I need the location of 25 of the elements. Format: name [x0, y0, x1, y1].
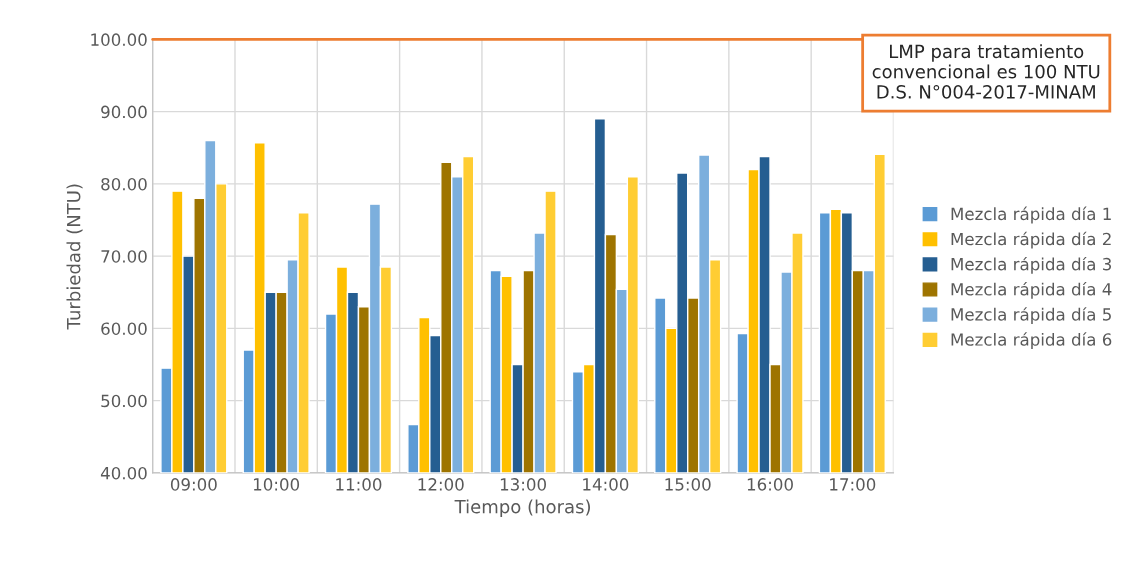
x-tick-label: 09:00	[170, 478, 217, 491]
y-tick-label: 80.00	[101, 177, 147, 191]
x-tick-label: 13:00	[500, 478, 546, 491]
x-tick-label: 14:00	[583, 478, 629, 491]
y-tick-label: 60.00	[101, 322, 147, 335]
y-tick-label: 70.00	[101, 250, 147, 263]
x-tick-label: 11:00	[336, 478, 382, 491]
y-axis-title: Turbiedad (NTU)	[66, 184, 83, 330]
y-tick-label: 40.00	[100, 466, 147, 480]
legend-label: Mezcla rápida día 1	[951, 206, 1111, 224]
x-tick-label: 12:00	[418, 478, 464, 491]
x-tick-label: 10:00	[253, 478, 300, 491]
legend-label: Mezcla rápida día 6	[951, 332, 1112, 350]
legend-label: Mezcla rápida día 5	[951, 307, 1111, 324]
y-tick-label: 50.00	[101, 394, 147, 408]
y-tick-label: 100.00	[91, 33, 147, 46]
y-tick-label: 90.00	[101, 105, 147, 119]
legend-label: Mezcla rápida día 2	[951, 231, 1111, 249]
legend-label: Mezcla rápida día 3	[951, 256, 1112, 274]
ref-line-label: LMP para tratamiento convencional es 100 NTU D.S. N°004-2017-MINAM	[872, 44, 1100, 99]
x-axis-title: Tiempo (horas)	[454, 499, 590, 517]
x-tick-label: 16:00	[747, 478, 793, 491]
x-tick-label: 17:00	[830, 478, 876, 491]
legend-label: Mezcla rápida día 4	[951, 282, 1112, 299]
x-tick-label: 15:00	[665, 478, 711, 491]
